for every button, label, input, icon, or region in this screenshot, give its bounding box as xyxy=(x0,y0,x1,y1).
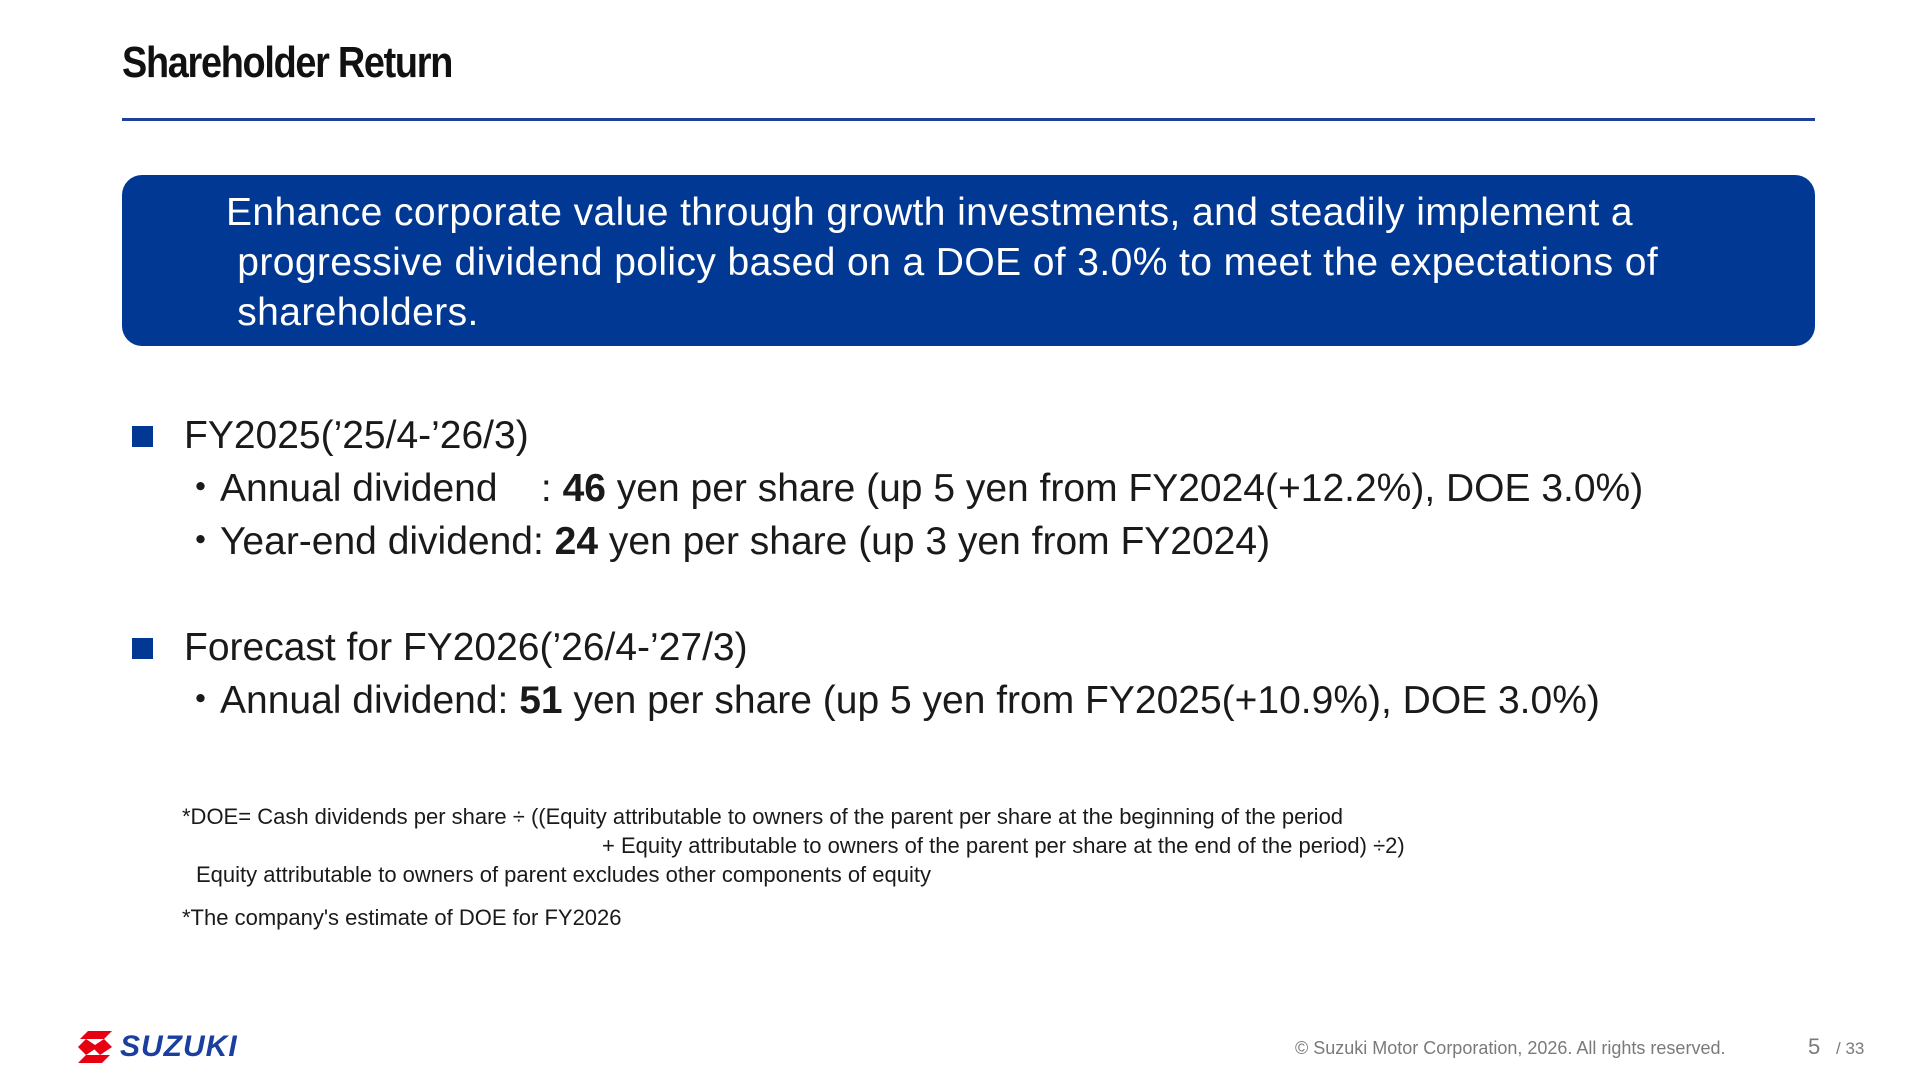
year-end-dividend-label: ・Year-end dividend: xyxy=(181,520,555,563)
forecast-dividend-detail: yen per share (up 5 yen from FY2025(+10.… xyxy=(562,679,1600,722)
doe-definition-line2: + Equity attributable to owners of the p… xyxy=(602,833,1405,858)
square-bullet-icon xyxy=(132,637,153,659)
fy2025-heading: FY2025(’25/4-’26/3) xyxy=(184,414,529,457)
year-end-dividend-value: 24 xyxy=(554,520,599,563)
page-total: / 33 xyxy=(1836,1039,1865,1058)
fy2026-heading-row: Forecast for FY2026(’26/4-’27/3) xyxy=(132,622,1600,674)
policy-banner-text: Enhance corporate value through growth i… xyxy=(226,191,1659,334)
fy2026-forecast-section: Forecast for FY2026(’26/4-’27/3) ・Annual… xyxy=(132,622,1600,727)
fy2025-section: FY2025(’25/4-’26/3) ・Annual dividend : 4… xyxy=(132,410,1643,568)
annual-dividend-label: ・Annual dividend : xyxy=(181,467,563,510)
suzuki-logo: SUZUKI xyxy=(78,1030,238,1064)
doe-definition-line1: *DOE= Cash dividends per share ÷ ((Equit… xyxy=(182,804,1344,829)
policy-banner: Enhance corporate value through growth i… xyxy=(122,175,1815,346)
square-bullet-icon xyxy=(132,425,153,447)
forecast-dividend-value: 51 xyxy=(519,679,563,722)
copyright-notice: © Suzuki Motor Corporation, 2026. All ri… xyxy=(1295,1038,1726,1058)
page-title: Shareholder Return xyxy=(122,38,453,87)
fy2025-annual-dividend: ・Annual dividend : 46 yen per share (up … xyxy=(132,462,1643,515)
fy2025-heading-row: FY2025(’25/4-’26/3) xyxy=(132,410,1643,462)
title-divider xyxy=(122,118,1815,121)
fy2025-year-end-dividend: ・Year-end dividend: 24 yen per share (up… xyxy=(132,515,1643,568)
fy2026-heading: Forecast for FY2026(’26/4-’27/3) xyxy=(184,626,748,669)
suzuki-wordmark: SUZUKI xyxy=(120,1030,238,1063)
page-number: 5 xyxy=(1808,1034,1821,1059)
doe-definition-line3: Equity attributable to owners of parent … xyxy=(196,862,931,887)
annual-dividend-detail: yen per share (up 5 yen from FY2024(+12.… xyxy=(605,467,1644,510)
annual-dividend-value: 46 xyxy=(562,467,606,510)
fy2026-annual-dividend: ・Annual dividend: 51 yen per share (up 5… xyxy=(132,674,1600,727)
doe-estimate-note: *The company's estimate of DOE for FY202… xyxy=(182,905,622,930)
suzuki-s-emblem-icon xyxy=(78,1031,112,1063)
year-end-dividend-detail: yen per share (up 3 yen from FY2024) xyxy=(598,520,1271,563)
forecast-dividend-label: ・Annual dividend: xyxy=(181,679,520,722)
